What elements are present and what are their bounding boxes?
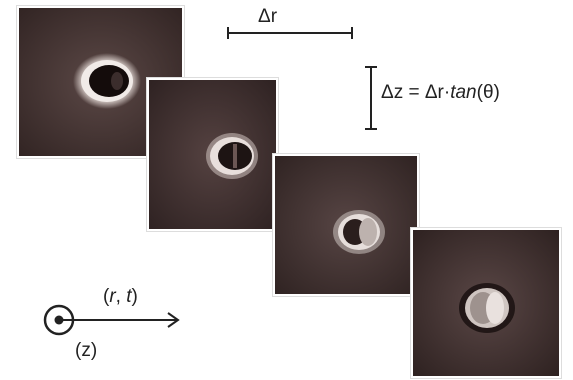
particle-image-3 [275,156,417,294]
particle-image-4 [413,230,559,376]
r-t-arrow [62,312,180,328]
delta-r-label: Δr [258,6,278,27]
r-t-label: (r, t) [103,286,138,307]
delta-r-scale-bar [227,27,353,39]
z-axis-label: (z) [75,340,98,361]
particle-image-2 [149,80,276,229]
image-frame-4 [411,228,561,378]
z-axis-symbol [43,304,75,336]
image-frame-3 [273,154,419,296]
delta-z-label: Δz = Δr·tan(θ) [381,82,500,103]
delta-z-scale-bar [365,66,377,130]
image-frame-2 [147,78,278,231]
